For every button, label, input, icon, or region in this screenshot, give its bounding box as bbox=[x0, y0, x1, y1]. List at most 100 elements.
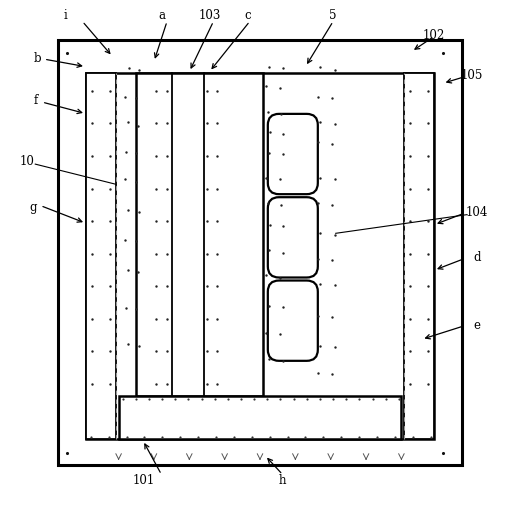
Text: c: c bbox=[244, 9, 251, 22]
Point bbox=[134, 122, 142, 130]
Point bbox=[121, 236, 129, 244]
Point bbox=[213, 347, 221, 356]
Point bbox=[135, 208, 143, 216]
Point bbox=[140, 433, 149, 441]
Point bbox=[152, 184, 161, 192]
Point bbox=[406, 249, 414, 258]
Point bbox=[122, 304, 131, 312]
Point bbox=[105, 433, 113, 441]
Point bbox=[424, 380, 432, 388]
Point bbox=[265, 63, 273, 71]
Point bbox=[124, 118, 132, 126]
Point bbox=[63, 49, 71, 57]
Point bbox=[276, 84, 284, 92]
Point bbox=[319, 433, 328, 441]
Point bbox=[203, 380, 211, 388]
Point bbox=[203, 152, 211, 160]
Point bbox=[213, 217, 221, 225]
Point bbox=[106, 347, 114, 356]
Point bbox=[265, 301, 273, 310]
Point bbox=[439, 49, 447, 57]
Point bbox=[262, 329, 270, 337]
Point bbox=[213, 380, 221, 388]
Point bbox=[264, 199, 272, 207]
Text: d: d bbox=[473, 251, 481, 264]
Point bbox=[158, 433, 166, 441]
Point bbox=[331, 66, 339, 74]
Point bbox=[424, 249, 432, 258]
Point bbox=[406, 119, 414, 127]
Point bbox=[106, 380, 114, 388]
Point bbox=[373, 433, 381, 441]
Point bbox=[213, 119, 221, 127]
Point bbox=[424, 347, 432, 356]
Point bbox=[213, 152, 221, 160]
Point bbox=[331, 120, 339, 128]
Point bbox=[176, 433, 185, 441]
Point bbox=[132, 305, 140, 313]
Point bbox=[424, 119, 432, 127]
Point bbox=[424, 184, 432, 192]
Point bbox=[132, 178, 140, 186]
Point bbox=[314, 369, 322, 377]
Point bbox=[328, 256, 336, 264]
Point bbox=[314, 93, 322, 101]
Point bbox=[132, 237, 140, 245]
Point bbox=[162, 315, 171, 323]
Point bbox=[262, 174, 270, 182]
Point bbox=[279, 248, 287, 257]
Bar bbox=[58, 40, 462, 465]
Point bbox=[406, 380, 414, 388]
Point bbox=[262, 271, 270, 279]
Point bbox=[122, 147, 131, 156]
FancyBboxPatch shape bbox=[268, 197, 318, 278]
Point bbox=[135, 342, 143, 350]
Point bbox=[134, 268, 142, 276]
Text: 103: 103 bbox=[198, 9, 220, 22]
Point bbox=[266, 221, 274, 229]
Point bbox=[213, 315, 221, 323]
Point bbox=[277, 110, 285, 118]
Text: a: a bbox=[158, 9, 165, 22]
Bar bbox=[86, 73, 434, 439]
Point bbox=[124, 206, 132, 214]
Point bbox=[125, 64, 133, 72]
Point bbox=[124, 340, 132, 348]
Point bbox=[331, 281, 339, 289]
Point bbox=[406, 217, 414, 225]
Text: h: h bbox=[279, 474, 287, 487]
Point bbox=[132, 94, 140, 103]
Point bbox=[265, 355, 273, 363]
Point bbox=[106, 217, 114, 225]
Point bbox=[279, 130, 287, 138]
Point bbox=[279, 64, 287, 72]
Point bbox=[328, 94, 336, 103]
Point bbox=[203, 347, 211, 356]
Point bbox=[290, 395, 298, 403]
Point bbox=[203, 119, 211, 127]
Point bbox=[106, 119, 114, 127]
Point bbox=[263, 395, 271, 403]
Point bbox=[88, 152, 96, 160]
Point bbox=[303, 395, 311, 403]
Point bbox=[406, 315, 414, 323]
Point bbox=[132, 395, 140, 403]
Point bbox=[213, 282, 221, 290]
Point bbox=[262, 82, 270, 90]
Point bbox=[316, 174, 324, 182]
Point bbox=[152, 347, 161, 356]
Point bbox=[424, 315, 432, 323]
Point bbox=[162, 119, 171, 127]
Point bbox=[331, 343, 339, 351]
Point bbox=[106, 249, 114, 258]
Text: 105: 105 bbox=[461, 69, 483, 82]
Point bbox=[213, 87, 221, 95]
Point bbox=[203, 249, 211, 258]
Point bbox=[328, 140, 336, 148]
Point bbox=[279, 222, 287, 230]
Point bbox=[276, 330, 284, 338]
Point bbox=[88, 380, 96, 388]
Point bbox=[316, 63, 324, 71]
Point bbox=[106, 282, 114, 290]
Point bbox=[88, 119, 96, 127]
